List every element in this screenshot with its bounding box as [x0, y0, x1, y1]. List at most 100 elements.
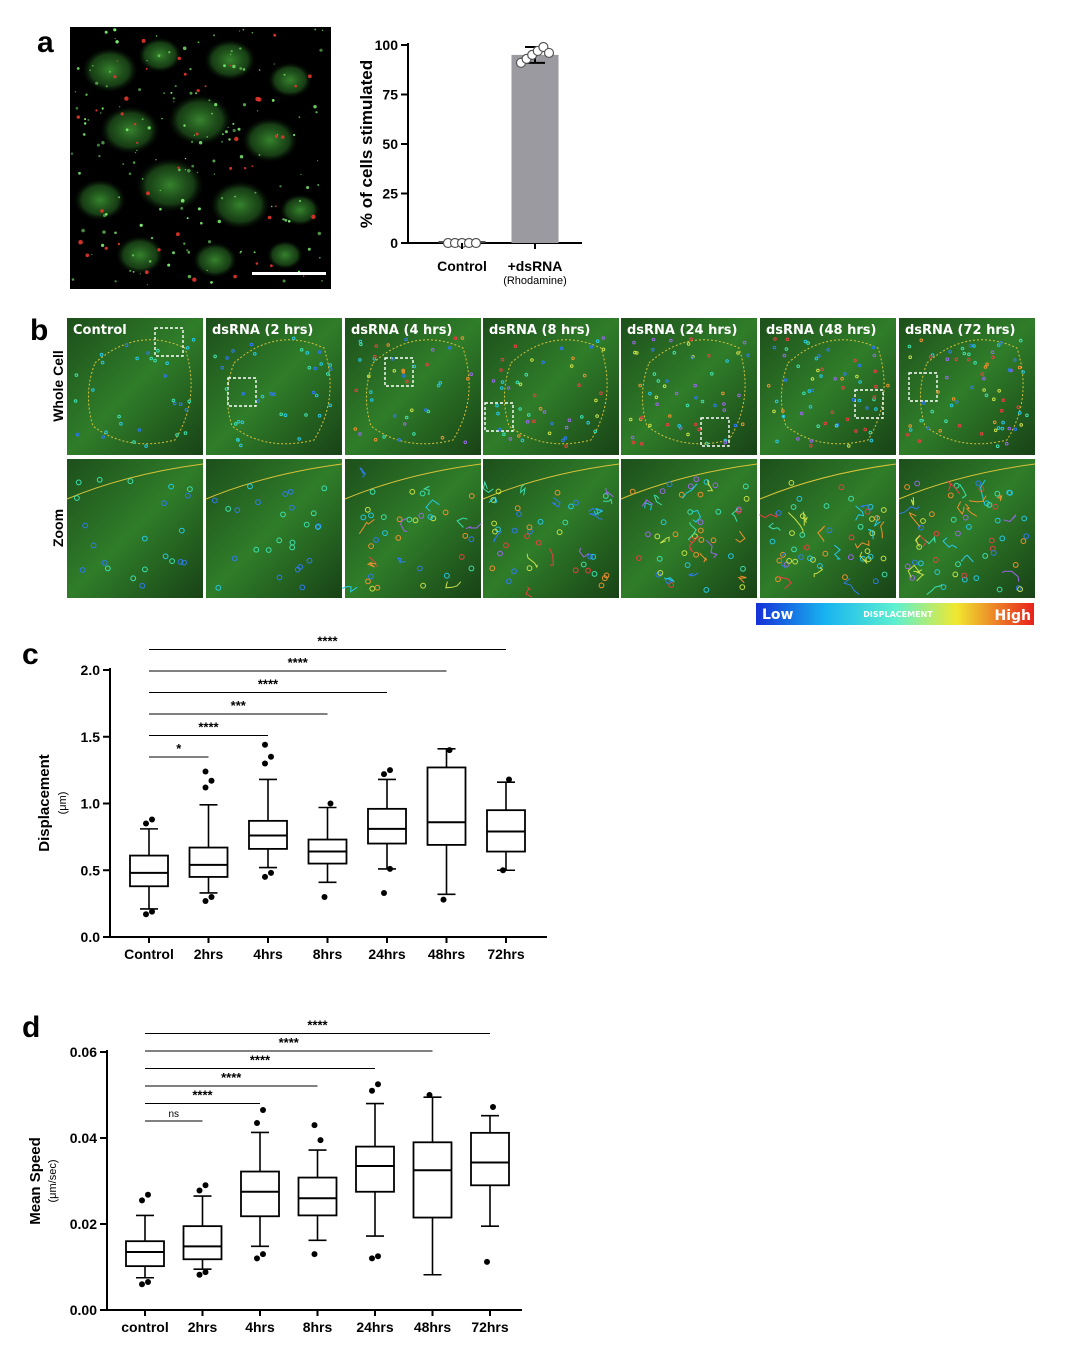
green-puncta [321, 279, 323, 282]
track-spot [225, 506, 232, 512]
chart-a-category-sublabel: (Rhodamine) [503, 275, 567, 287]
track-spot [948, 350, 952, 354]
track-spot [999, 408, 1004, 413]
red-puncta [136, 141, 139, 144]
track-spot [784, 347, 789, 351]
track-trajectory [803, 516, 808, 526]
outlier-point [202, 784, 209, 791]
track-spot [561, 438, 565, 443]
chart-c-y-axis-label: Displacement [36, 754, 53, 852]
green-puncta [122, 163, 125, 166]
green-puncta [257, 110, 259, 112]
track-spot [599, 391, 603, 396]
track-trajectory [867, 529, 876, 540]
green-puncta [313, 105, 317, 109]
green-puncta [139, 223, 143, 227]
track-spot [657, 570, 664, 576]
track-trajectory [493, 530, 503, 543]
green-puncta [180, 206, 184, 210]
red-puncta [281, 135, 285, 139]
track-spot [538, 406, 543, 411]
green-puncta [132, 271, 135, 273]
track-spot [986, 502, 993, 508]
track-spot [810, 388, 815, 393]
track-spot [562, 519, 569, 526]
x-tick-label: 72hrs [471, 1319, 509, 1335]
track-spot [672, 350, 677, 355]
track-spot [929, 511, 935, 518]
track-spot [689, 537, 695, 543]
track-spot [517, 434, 521, 438]
green-puncta [167, 263, 171, 267]
track-spot [508, 437, 513, 441]
track-spot [315, 523, 322, 529]
green-puncta [139, 273, 141, 275]
green-puncta [131, 254, 135, 257]
track-spot [594, 398, 598, 403]
track-spot [838, 484, 845, 491]
green-puncta [186, 217, 189, 220]
green-puncta [317, 160, 319, 162]
track-spot [917, 439, 922, 443]
outlier-point [426, 1092, 433, 1098]
track-trajectory [907, 564, 921, 578]
track-spot [365, 578, 371, 585]
track-spot [985, 362, 989, 367]
track-spot [319, 362, 324, 366]
tile-background [345, 459, 481, 598]
chart-d-y-axis-label: Mean Speed [27, 1137, 44, 1225]
cell-blob [242, 117, 298, 163]
track-spot [665, 422, 670, 427]
track-spot [313, 366, 318, 371]
track-spot [786, 558, 792, 564]
outlier-point [254, 1255, 260, 1262]
track-trajectory [854, 540, 870, 549]
track-spot [686, 342, 691, 346]
track-spot [406, 516, 413, 523]
track-spot [630, 435, 635, 440]
tile-background [206, 318, 342, 455]
track-spot [908, 424, 913, 428]
track-spot [224, 387, 229, 391]
outlier-point [268, 753, 274, 760]
green-puncta [105, 85, 108, 88]
row-label-zoom: Zoom [50, 509, 66, 547]
track-spot [873, 369, 878, 374]
track-spot [669, 338, 673, 343]
track-spot [526, 524, 533, 531]
track-spot [502, 432, 506, 437]
track-spot [75, 432, 80, 437]
track-spot [703, 587, 710, 593]
track-spot [962, 514, 969, 521]
track-spot [809, 444, 813, 448]
red-puncta [104, 246, 108, 250]
significance-label: **** [307, 1018, 328, 1033]
panel-letter-c: c [22, 638, 39, 671]
track-spot [721, 391, 725, 396]
green-puncta [299, 200, 301, 202]
green-puncta [78, 171, 81, 175]
track-spot [256, 399, 261, 403]
green-puncta [287, 220, 291, 223]
track-trajectory [659, 536, 670, 544]
track-spot [469, 372, 474, 377]
track-spot [124, 343, 129, 348]
tile-whole-cell-5 [760, 318, 896, 455]
track-spot [580, 415, 584, 419]
green-puncta [172, 97, 176, 100]
track-spot [848, 554, 854, 561]
track-spot [930, 353, 935, 357]
track-trajectory [691, 509, 702, 523]
track-spot [881, 571, 888, 578]
track-spot [920, 518, 926, 524]
track-spot [629, 488, 636, 495]
track-spot [280, 511, 286, 518]
track-spot [918, 560, 924, 567]
green-puncta [150, 236, 154, 240]
outlier-point [262, 873, 268, 880]
green-puncta [82, 133, 86, 136]
outlier-point [143, 820, 149, 827]
track-spot [712, 482, 719, 489]
track-spot [919, 338, 924, 343]
green-puncta [270, 205, 273, 208]
